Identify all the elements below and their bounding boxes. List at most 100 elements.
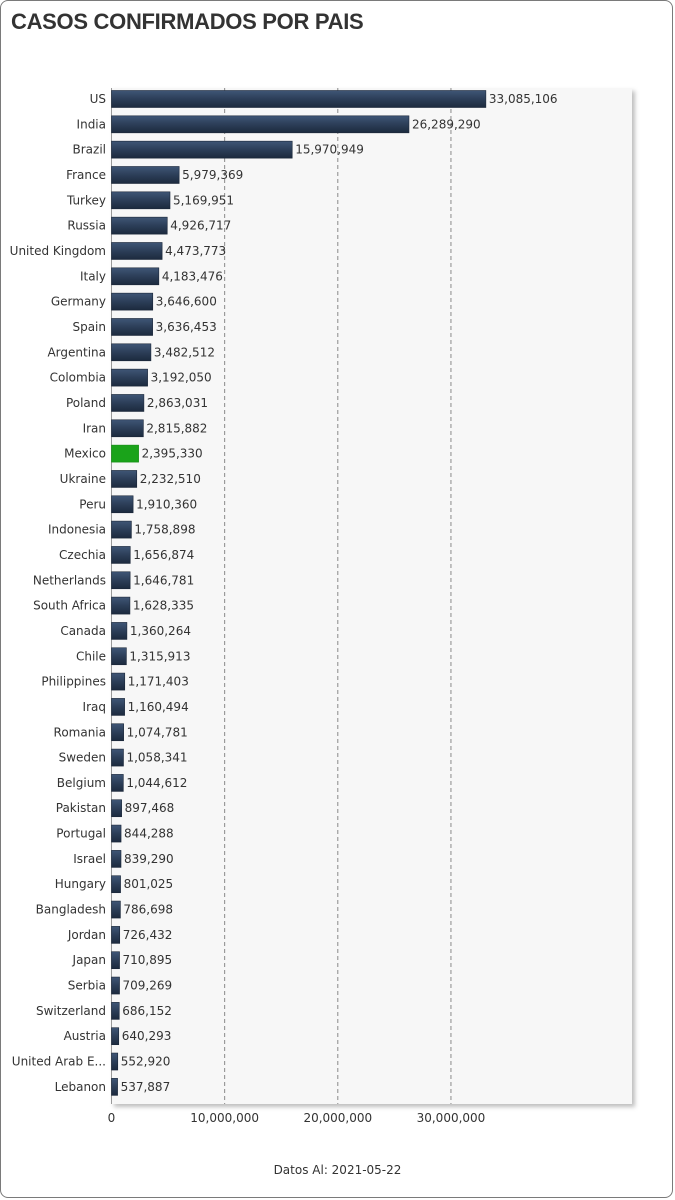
category-label: India <box>77 117 106 131</box>
category-label: Indonesia <box>48 523 106 537</box>
category-label: US <box>90 92 106 106</box>
bar-sweden[interactable] <box>111 748 124 767</box>
category-label: Bangladesh <box>36 903 106 917</box>
value-labels: 33,085,106 26,289,290 15,970,949 5,979,369 5… <box>121 92 558 1094</box>
value-label: 3,646,600 <box>156 295 217 309</box>
bar-jordan[interactable] <box>111 926 121 944</box>
bar-hungary[interactable] <box>111 875 121 894</box>
value-label: 2,815,882 <box>146 421 207 435</box>
category-label: Pakistan <box>56 801 106 815</box>
value-label: 726,432 <box>123 928 173 942</box>
bars-group <box>111 90 487 1096</box>
category-label: Italy <box>80 269 106 283</box>
category-label: United Arab E... <box>12 1055 106 1069</box>
category-label: Belgium <box>57 776 106 790</box>
category-label: Argentina <box>47 345 106 359</box>
value-label: 3,482,512 <box>154 345 215 359</box>
value-label: 5,169,951 <box>173 193 234 207</box>
category-label: Jordan <box>67 928 106 942</box>
bar-france[interactable] <box>111 166 180 184</box>
bar-philippines[interactable] <box>111 672 126 691</box>
bar-pakistan[interactable] <box>111 799 122 818</box>
bar-colombia[interactable] <box>111 368 148 387</box>
footer-date: Datos Al: 2021-05-22 <box>273 1163 402 1177</box>
bar-india[interactable] <box>111 115 410 134</box>
bar-south-africa[interactable] <box>111 596 131 615</box>
bar-united-arab-e[interactable] <box>111 1052 119 1071</box>
category-label: Portugal <box>56 827 106 841</box>
category-label: Hungary <box>55 877 106 891</box>
bar-israel[interactable] <box>111 850 122 868</box>
value-label: 2,232,510 <box>140 472 201 486</box>
bar-japan[interactable] <box>111 951 120 970</box>
bar-iran[interactable] <box>111 419 144 438</box>
bar-romania[interactable] <box>111 723 124 742</box>
value-label: 26,289,290 <box>412 117 481 131</box>
bar-serbia[interactable] <box>111 976 120 995</box>
value-label: 1,360,264 <box>130 624 191 638</box>
category-label: Czechia <box>59 548 106 562</box>
value-label: 1,910,360 <box>136 497 197 511</box>
x-tick-label: 10,000,000 <box>190 1111 259 1125</box>
value-label: 2,863,031 <box>147 396 208 410</box>
value-label: 686,152 <box>122 1004 172 1018</box>
category-label: Brazil <box>73 143 107 157</box>
bar-us[interactable] <box>111 90 487 108</box>
value-label: 4,183,476 <box>162 269 223 283</box>
bar-italy[interactable] <box>111 267 160 286</box>
value-label: 801,025 <box>124 877 174 891</box>
value-label: 1,628,335 <box>133 599 194 613</box>
bar-switzerland[interactable] <box>111 1002 120 1020</box>
bar-bangladesh[interactable] <box>111 900 121 919</box>
value-label: 1,315,913 <box>129 649 190 663</box>
value-label: 844,288 <box>124 827 174 841</box>
value-label: 1,058,341 <box>126 751 187 765</box>
value-label: 1,160,494 <box>128 700 189 714</box>
category-label: Japan <box>72 953 106 967</box>
bar-netherlands[interactable] <box>111 571 131 590</box>
value-label: 15,970,949 <box>295 143 364 157</box>
bar-ukraine[interactable] <box>111 470 138 488</box>
bar-poland[interactable] <box>111 394 145 412</box>
bar-spain[interactable] <box>111 318 153 336</box>
category-label: Austria <box>64 1029 106 1043</box>
bar-portugal[interactable] <box>111 824 122 843</box>
bar-czechia[interactable] <box>111 546 131 564</box>
bar-iraq[interactable] <box>111 698 125 716</box>
bar-peru[interactable] <box>111 495 134 514</box>
category-label: Russia <box>67 219 106 233</box>
bar-germany[interactable] <box>111 292 154 311</box>
category-label: Iraq <box>83 700 106 714</box>
category-label: Spain <box>72 320 106 334</box>
category-label: Poland <box>66 396 106 410</box>
category-label: South Africa <box>33 599 106 613</box>
bar-united-kingdom[interactable] <box>111 242 163 260</box>
value-label: 3,636,453 <box>156 320 217 334</box>
bar-chile[interactable] <box>111 647 127 666</box>
bar-canada[interactable] <box>111 622 128 640</box>
bar-lebanon[interactable] <box>111 1078 118 1096</box>
value-label: 4,926,717 <box>170 219 231 233</box>
value-label: 1,646,781 <box>133 573 194 587</box>
category-label: Ukraine <box>60 472 106 486</box>
chart-title: CASOS CONFIRMADOS POR PAIS <box>11 9 364 34</box>
bar-mexico[interactable] <box>111 444 139 463</box>
bar-belgium[interactable] <box>111 774 124 792</box>
bar-turkey[interactable] <box>111 191 171 210</box>
category-label: Lebanon <box>55 1080 106 1094</box>
x-axis-ticks: 0 10,000,000 20,000,000 30,000,000 <box>108 1111 486 1125</box>
bar-argentina[interactable] <box>111 343 152 362</box>
category-label: Sweden <box>59 751 106 765</box>
value-label: 1,758,898 <box>134 523 195 537</box>
x-tick-label: 30,000,000 <box>417 1111 486 1125</box>
bar-russia[interactable] <box>111 216 168 235</box>
value-label: 839,290 <box>124 852 174 866</box>
bar-brazil[interactable] <box>111 140 293 159</box>
category-label: United Kingdom <box>10 244 106 258</box>
value-label: 537,887 <box>121 1080 171 1094</box>
bar-indonesia[interactable] <box>111 520 132 539</box>
category-label: Iran <box>83 421 106 435</box>
bar-austria[interactable] <box>111 1027 120 1046</box>
category-label: Germany <box>51 295 106 309</box>
